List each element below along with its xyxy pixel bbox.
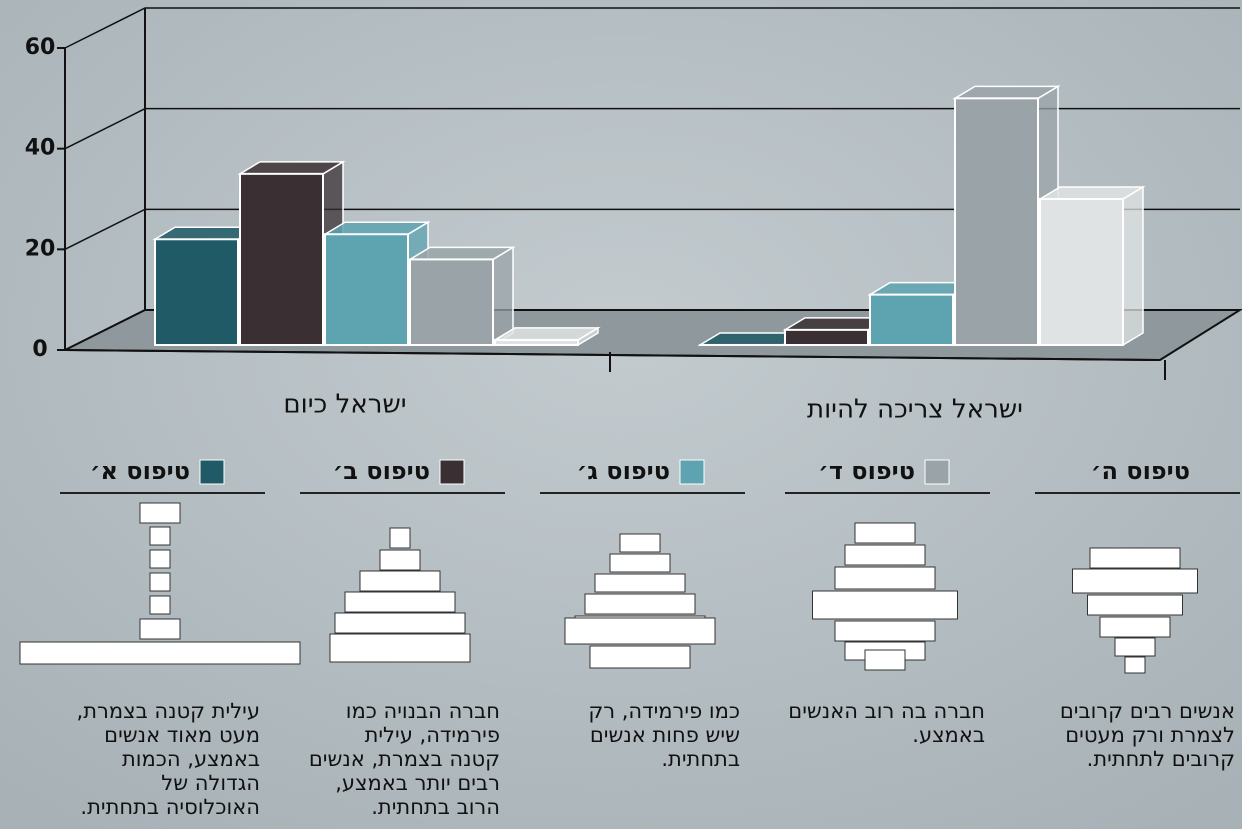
description: חברה הבנויה כמו [346,699,500,723]
bar [869,293,954,346]
description: האוכלוסיה בתחתית. [80,795,260,819]
bar [324,233,409,347]
x-axis [64,349,1161,361]
illustration-block [854,522,916,544]
legend-label: טיפוס ד׳ [818,457,915,485]
illustration-block [149,572,171,592]
illustration-block [812,590,958,620]
grid-line [64,107,1240,150]
description: בתחתית. [661,747,740,771]
bar [154,238,239,346]
illustration-block [344,591,456,613]
description: הרוב בתחתית. [371,795,500,819]
description: שיש פחות אנשים [590,723,740,747]
bar [954,97,1039,347]
illustration-block [139,618,181,640]
bar [494,338,579,346]
description: באמצע. [912,723,985,747]
y-tick-label: 20 [25,236,56,261]
legend-swatch [439,459,465,485]
legend-label: טיפוס ב׳ [333,457,430,485]
grid-line [64,208,1240,251]
illustration-block [334,612,466,634]
legend-swatch [199,459,225,485]
illustration-block [1114,637,1156,657]
illustration-block [609,553,671,573]
illustration-block [1087,594,1183,616]
description: אנשים רבים קרובים [1060,699,1235,723]
illustration-block [1099,616,1171,638]
illustration-block [1072,568,1198,594]
illustration-block [389,527,411,549]
bar [1039,198,1124,346]
illustration-block [584,593,696,615]
bar [239,172,324,346]
description: רבים יותר באמצע, [335,771,500,795]
x-tick-label: ישראל צריכה להיות [807,395,1023,425]
description: מעט מאוד אנשים [104,723,260,747]
description: לצמרת ורק מעטים [1065,723,1235,747]
y-tick-label: 60 [25,35,56,60]
description: באמצע, הכמות [122,747,260,771]
illustration-block [1124,656,1146,674]
illustration-block [564,617,716,645]
illustration-block [19,641,301,665]
legend-swatch [679,459,705,485]
description: עילית קטנה בצמרת, [77,699,260,723]
legend-label: טיפוס ה׳ [1091,457,1190,485]
description: הגדולה של [161,771,260,795]
description: קטנה בצמרת, אנשים [309,747,500,771]
bar [409,258,494,346]
y-tick-label: 0 [32,337,47,362]
description: חברה בה רוב האנשים [788,699,985,723]
grid-line [64,7,1240,49]
legend-label: טיפוס ג׳ [577,457,670,485]
illustration-block [149,549,171,569]
x-tick-label: ישראל כיום [283,390,406,420]
illustration-block [359,570,441,592]
bar [784,328,869,347]
illustration-block [379,549,421,571]
illustration-block [864,649,906,671]
illustration-block [1089,547,1181,569]
y-tick-label: 40 [25,136,56,161]
description: קרובים לתחתית. [1087,747,1235,771]
illustration-block [834,566,936,590]
bar-side [1122,185,1144,347]
illustration-block [834,620,936,642]
legend-swatch [924,459,950,485]
illustration-block [844,544,926,566]
illustration-block [149,595,171,615]
illustration-block [329,633,471,663]
illustration-block [594,573,686,593]
illustration-block [139,502,181,524]
illustration-block [589,645,691,669]
description: פירמידה, עילית [365,723,500,747]
legend-label: טיפוס א׳ [90,457,190,485]
illustration-block [149,526,171,546]
description: כמו פירמידה, רק [588,699,740,723]
illustration-block [619,533,661,553]
